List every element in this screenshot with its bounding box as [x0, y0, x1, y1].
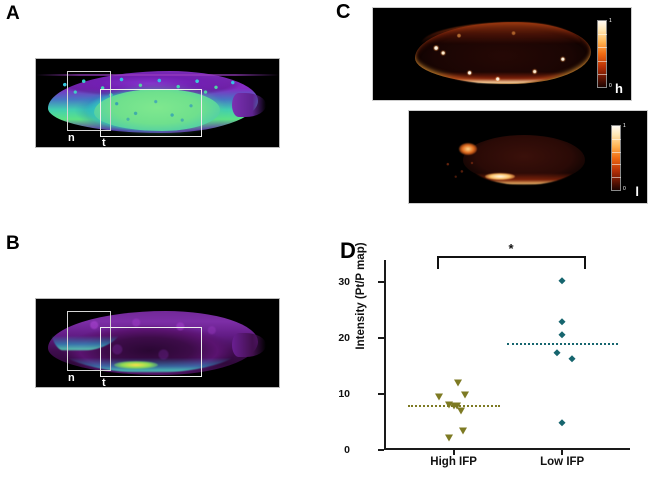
panel-c-image-low-ifp: 1 0 l: [408, 110, 648, 204]
panel-label-c: C: [336, 1, 351, 23]
median-line-low-ifp: [506, 342, 618, 345]
y-axis-tick: [378, 393, 384, 395]
roi-box-tumor-a: [100, 89, 202, 137]
x-axis-tick: [561, 450, 564, 455]
x-axis-tick-label: Low IFP: [540, 456, 585, 468]
roi-label-n-b: n: [68, 372, 75, 384]
colorbar-max-label: 1: [623, 123, 626, 130]
tissue-section-c-h: [415, 22, 591, 84]
data-point: [558, 276, 566, 285]
panel-a-microscopy-image: n t 1.2E+07 1.0E+07 8.0E+06 6.0E+06 4.0E…: [35, 58, 280, 148]
tissue-tail-a: [232, 93, 266, 117]
roi-box-tumor-b: [100, 327, 202, 377]
y-axis-tick-label: 0: [344, 444, 350, 456]
plot-area: [384, 260, 620, 450]
diamond-icon: [553, 349, 562, 358]
data-point: [435, 393, 444, 401]
data-point: [461, 391, 470, 399]
roi-label-n-a: n: [68, 132, 75, 144]
colorbar-c-h: [597, 20, 607, 88]
data-point: [456, 407, 465, 415]
y-axis-tick-label: 10: [338, 388, 350, 401]
panel-b-microscopy-image: n t 2.0E+06 1.5E+06 1.0E+06 5.0E+05 0.0: [35, 298, 280, 388]
panel-c-image-high-ifp: 1 0 h: [372, 7, 632, 101]
triangle-down-icon: [444, 434, 453, 442]
colorbar-labels-c-l: 1 0: [623, 123, 637, 193]
diamond-icon: [558, 419, 566, 427]
x-axis-tick-label: High IFP: [430, 456, 477, 468]
y-axis-tick-label: 20: [338, 332, 350, 345]
diamond-icon: [558, 318, 566, 326]
y-axis-tick: [378, 281, 384, 284]
panel-label-b: B: [6, 233, 20, 254]
colorbar-min-label: 0: [609, 83, 612, 90]
y-axis-tick: [378, 449, 384, 451]
tissue-edge-glow-c-h: [415, 22, 591, 84]
y-axis-title: Intensity (Pt/P map): [355, 242, 367, 350]
panel-label-a: A: [6, 3, 20, 24]
tissue-left-signal-c-l: [459, 143, 477, 155]
tissue-rim-signal-c-l: [465, 159, 583, 185]
tissue-section-c-l: [463, 135, 585, 183]
significance-bracket: [437, 256, 586, 269]
colorbar-ticks-c-h: [598, 21, 607, 87]
data-point: [459, 427, 468, 435]
tissue-speckle-c-l: [439, 157, 483, 181]
data-point: [454, 379, 463, 387]
triangle-down-icon: [459, 427, 468, 435]
colorbar-max-label: 1: [609, 18, 612, 25]
roi-label-t-b: t: [102, 377, 106, 388]
data-point: [444, 434, 453, 442]
triangle-down-icon: [444, 401, 453, 409]
x-axis-tick: [452, 450, 455, 455]
data-point: [453, 402, 462, 410]
diamond-icon: [558, 331, 566, 339]
x-axis-line: [384, 448, 630, 451]
triangle-down-icon: [453, 402, 462, 410]
y-axis-tick-label: 30: [338, 276, 350, 289]
colorbar-c-l: [611, 125, 621, 191]
roi-label-t-a: t: [102, 137, 106, 148]
tissue-top-signal-c-h: [421, 22, 581, 44]
tissue-tail-b: [232, 333, 266, 357]
colorbar-min-label: 0: [623, 186, 626, 193]
data-point: [558, 419, 566, 427]
image-corner-label-h: h: [615, 81, 623, 96]
panel-label-d: D: [340, 238, 356, 263]
triangle-down-icon: [435, 393, 444, 401]
tissue-rim-signal-c-h: [417, 54, 585, 84]
triangle-down-icon: [461, 391, 470, 399]
data-point: [558, 331, 566, 339]
y-axis-tick: [378, 337, 384, 340]
colorbar-ticks-c-l: [612, 126, 621, 190]
colorbar-labels-c-h: 1 0: [609, 18, 623, 90]
data-point: [558, 318, 566, 326]
image-corner-label-l: l: [635, 184, 639, 199]
roi-box-normal-a: [67, 71, 111, 131]
significance-asterisk: *: [508, 241, 514, 256]
data-point: [567, 355, 576, 363]
panel-d-scatter-chart: D Intensity (Pt/P map) 0 10 20 30 High IFP L…: [336, 236, 648, 478]
diamond-icon: [558, 276, 566, 285]
triangle-down-icon: [454, 379, 463, 387]
diamond-icon: [567, 355, 576, 363]
data-point: [553, 349, 562, 358]
tissue-hotspot-c-l: [485, 173, 515, 180]
triangle-down-icon: [456, 407, 465, 415]
tissue-hotspots-c-h: [415, 22, 591, 84]
data-point: [444, 401, 453, 409]
y-axis-line: [384, 260, 387, 450]
roi-box-normal-b: [67, 311, 111, 371]
